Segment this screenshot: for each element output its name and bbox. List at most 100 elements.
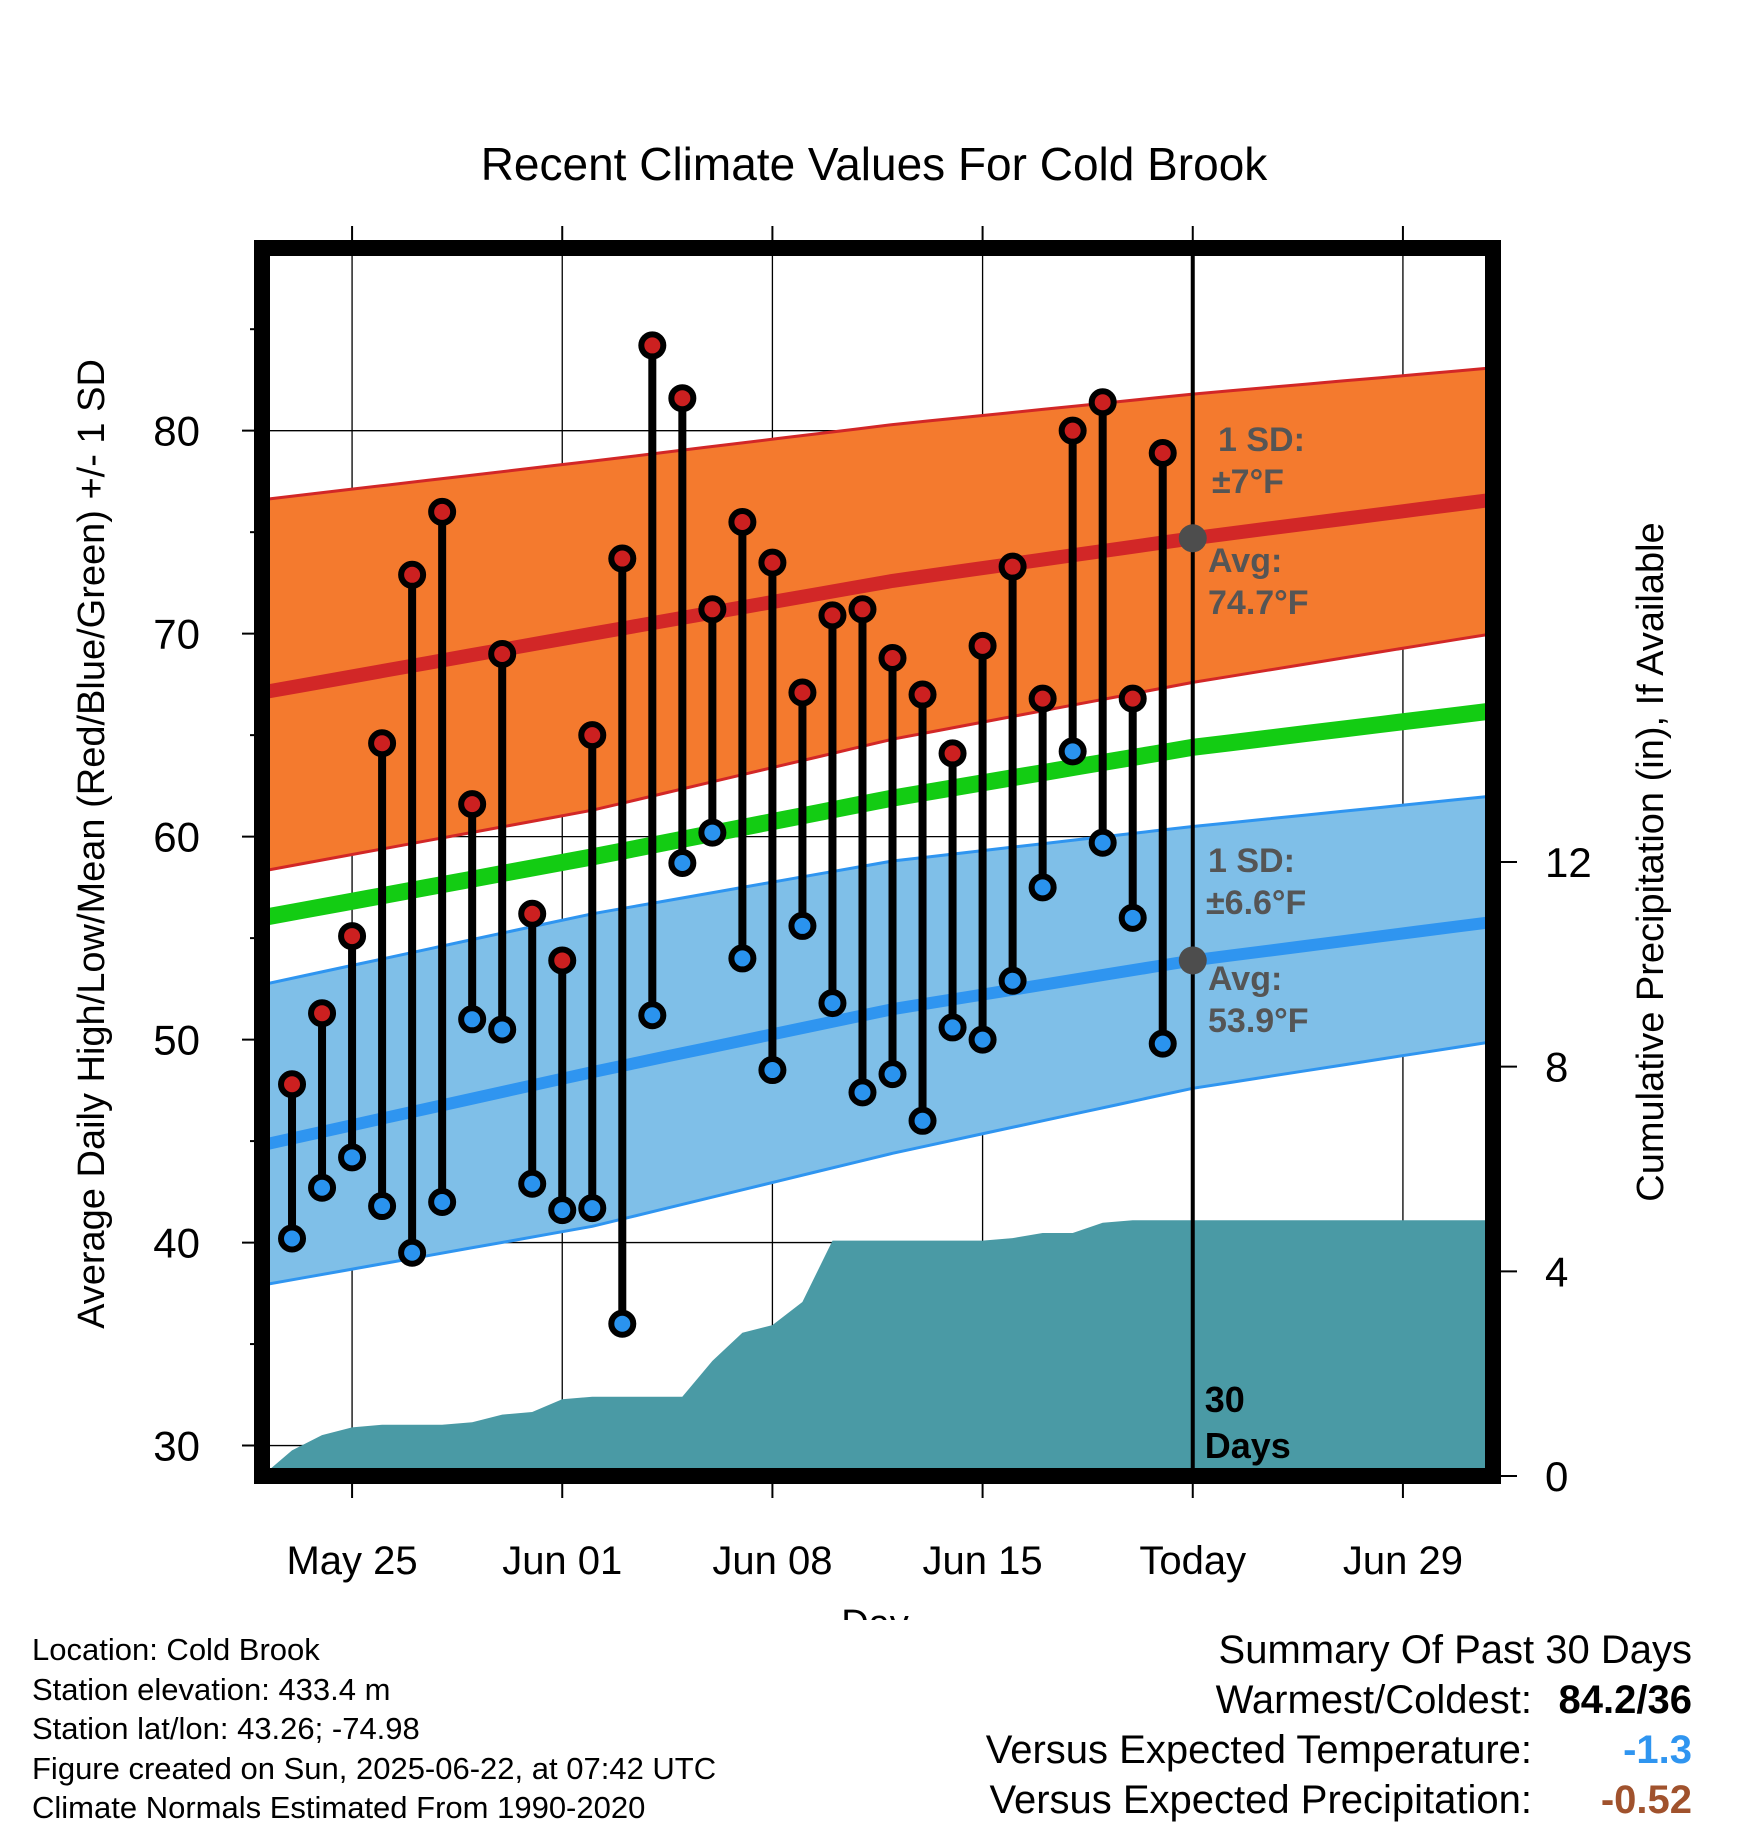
daily-low-point <box>758 1056 787 1085</box>
info-elevation: Station elevation: 433.4 m <box>32 1671 391 1707</box>
y2-tick-label: 0 <box>1545 1453 1568 1500</box>
y2-tick-label: 12 <box>1545 839 1592 886</box>
daily-low-point <box>638 1001 667 1030</box>
daily-low-point <box>518 1169 547 1198</box>
daily-high-point <box>968 631 997 660</box>
daily-high-point <box>758 548 787 577</box>
x-axis-label: Day <box>841 1603 909 1620</box>
daily-low-point <box>788 911 817 940</box>
daily-low-point <box>488 1015 517 1044</box>
daily-low-point <box>428 1187 457 1216</box>
high-sd-label: 1 SD: <box>1218 421 1305 459</box>
daily-low-point <box>998 966 1027 995</box>
daily-low-point <box>668 849 697 878</box>
y-axis-label: Average Daily High/Low/Mean (Red/Blue/Gr… <box>71 359 113 1329</box>
daily-low-point <box>728 944 757 973</box>
summary-warm-cold-label: Warmest/Coldest: <box>1215 1678 1532 1722</box>
daily-high-point <box>368 729 397 758</box>
daily-low-point <box>398 1238 427 1267</box>
summary-temp-label: Versus Expected Temperature: <box>985 1728 1532 1772</box>
daily-high-point <box>938 739 967 768</box>
x-tick-label: Jun 01 <box>502 1539 622 1583</box>
info-normals: Climate Normals Estimated From 1990-2020 <box>32 1790 646 1825</box>
info-created: Figure created on Sun, 2025-06-22, at 07… <box>32 1750 717 1786</box>
low-sd-label: 1 SD: <box>1208 842 1295 880</box>
station-info: Location: Cold Brook Station elevation: … <box>32 1630 716 1828</box>
daily-low-point <box>368 1192 397 1221</box>
y-tick-label: 40 <box>153 1220 200 1267</box>
x-tick-label: May 25 <box>286 1539 417 1583</box>
daily-high-point <box>788 678 817 707</box>
low-avg-value: 53.9°F <box>1208 1002 1309 1040</box>
y-tick-label: 60 <box>153 814 200 861</box>
normal-low-lower-line <box>262 1040 1493 1287</box>
daily-high-point <box>608 544 637 573</box>
daily-high-point <box>548 946 577 975</box>
x-tick-label: Jun 29 <box>1343 1539 1463 1583</box>
y2-tick-label: 8 <box>1545 1044 1568 1091</box>
daily-high-point <box>1148 439 1177 468</box>
summary-precip-row: Versus Expected Precipitation: -0.52 <box>986 1775 1692 1825</box>
summary-temp-value: -1.3 <box>1623 1728 1692 1772</box>
daily-high-point <box>908 680 937 709</box>
normal-high-band <box>262 367 1493 872</box>
summary-precip-value: -0.52 <box>1600 1778 1692 1822</box>
summary-precip-label: Versus Expected Precipitation: <box>989 1778 1532 1822</box>
daily-low-point <box>278 1224 307 1253</box>
y-tick-label: 30 <box>153 1423 200 1470</box>
daily-low-point <box>1028 873 1057 902</box>
low-sd-value: ±6.6°F <box>1206 884 1306 922</box>
summary-temp-row: Versus Expected Temperature: -1.3 <box>986 1725 1692 1775</box>
daily-high-point <box>518 899 547 928</box>
daily-high-point <box>638 331 667 360</box>
daily-low-point <box>938 1013 967 1042</box>
info-location: Location: Cold Brook <box>32 1632 320 1667</box>
daily-high-point <box>1118 684 1147 713</box>
daily-low-point <box>548 1196 577 1225</box>
daily-low-point <box>458 1005 487 1034</box>
daily-high-point <box>818 601 847 630</box>
daily-low-point <box>578 1194 607 1223</box>
daily-high-point <box>1028 684 1057 713</box>
daily-high-point <box>698 595 727 624</box>
daily-high-point <box>488 639 517 668</box>
today-low-avg-dot <box>1178 946 1207 975</box>
chart-title: Recent Climate Values For Cold Brook <box>481 138 1269 190</box>
x-tick-label: Jun 08 <box>712 1539 832 1583</box>
normal-high-avg-line <box>262 492 1493 700</box>
summary-heading: Summary Of Past 30 Days <box>1218 1628 1692 1672</box>
daily-high-point <box>998 552 1027 581</box>
today-high-avg-dot <box>1178 524 1207 553</box>
y-tick-label: 50 <box>153 1017 200 1064</box>
today-days-label: Days <box>1205 1425 1291 1466</box>
daily-low-point <box>968 1025 997 1054</box>
y-tick-label: 70 <box>153 611 200 658</box>
daily-low-point <box>1088 828 1117 857</box>
normal-high-upper-line <box>262 366 1493 502</box>
normal-low-band <box>262 796 1493 1286</box>
daily-low-point <box>908 1106 937 1135</box>
daily-low-point <box>608 1309 637 1338</box>
daily-high-point <box>668 384 697 413</box>
y-tick-label: 80 <box>153 408 200 455</box>
daily-high-point <box>338 922 367 951</box>
daily-high-point <box>848 595 877 624</box>
daily-low-point <box>818 989 847 1018</box>
daily-low-point <box>308 1173 337 1202</box>
high-avg-label: Avg: <box>1208 542 1282 580</box>
daily-low-point <box>1058 737 1087 766</box>
y2-axis-label: Cumulative Precipitation (in), If Availa… <box>1630 522 1672 1201</box>
x-tick-label: Jun 15 <box>923 1539 1043 1583</box>
summary-panel: Summary Of Past 30 Days Warmest/Coldest:… <box>986 1625 1692 1825</box>
daily-high-point <box>878 644 907 673</box>
daily-high-point <box>278 1070 307 1099</box>
daily-high-point <box>308 999 337 1028</box>
summary-warm-cold-value: 84.2/36 <box>1558 1678 1692 1722</box>
daily-high-point <box>578 721 607 750</box>
today-days-label: 30 <box>1205 1379 1245 1420</box>
high-sd-value: ±7°F <box>1212 463 1284 501</box>
info-latlon: Station lat/lon: 43.26; -74.98 <box>32 1711 420 1746</box>
daily-low-point <box>338 1143 367 1172</box>
daily-high-point <box>1058 416 1087 445</box>
climate-chart: Recent Climate Values For Cold Brook 1 S… <box>71 138 1672 1620</box>
